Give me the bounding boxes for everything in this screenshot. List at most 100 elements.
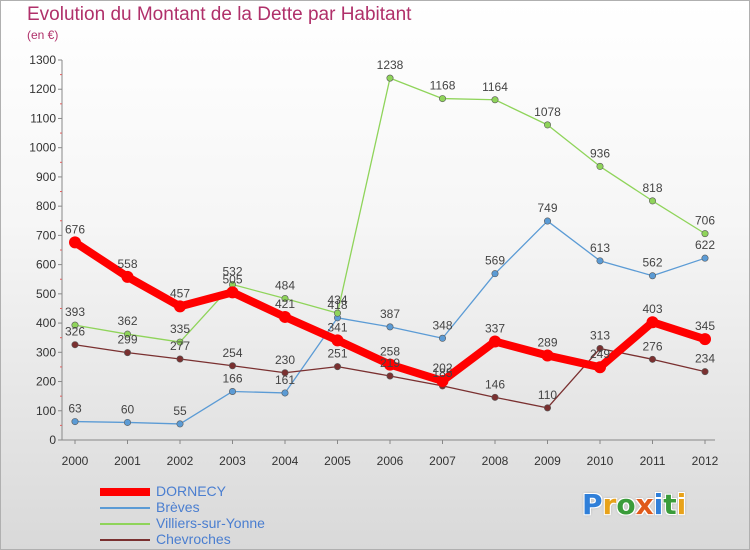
- data-label-villiers-sur-yonne: 532: [222, 264, 242, 278]
- x-tick-label: 2011: [640, 454, 666, 468]
- data-label-br-ves: 622: [695, 238, 715, 252]
- y-tick-label: 600: [36, 258, 56, 272]
- x-tick-label: 2009: [534, 454, 561, 468]
- data-label-chevroches: 110: [538, 388, 557, 402]
- data-point-dornecy: [384, 358, 396, 371]
- data-point-chevroches: [701, 368, 709, 376]
- data-label-dornecy: 202: [432, 361, 452, 375]
- data-label-dornecy: 289: [537, 336, 557, 350]
- data-label-dornecy: 345: [695, 319, 715, 333]
- data-point-dornecy: [541, 349, 554, 362]
- data-point-dornecy: [699, 333, 711, 346]
- data-label-dornecy: 457: [170, 286, 190, 300]
- data-point-dornecy: [174, 300, 186, 313]
- data-point-chevroches: [124, 349, 132, 357]
- data-point-dornecy: [594, 361, 606, 374]
- logo-letter: o: [616, 488, 636, 521]
- data-label-br-ves: 348: [432, 318, 452, 332]
- x-tick-label: 2000: [62, 454, 89, 468]
- data-label-dornecy: 558: [117, 257, 137, 271]
- data-point-villiers-sur-yonne: [176, 338, 184, 346]
- data-label-br-ves: 562: [642, 256, 662, 270]
- data-label-chevroches: 254: [222, 346, 242, 360]
- data-labels: 676 558 457 505 421 341 258 202 337 289 249 403 345 6…: [65, 58, 715, 418]
- data-label-chevroches: 146: [485, 377, 505, 391]
- legend-label: Villiers-sur-Yonne: [156, 515, 265, 531]
- x-tick-label: 2006: [377, 454, 404, 468]
- proxiti-logo: Proxiti: [582, 488, 686, 521]
- axes: 0 100 200 300 400 500 600 700 800 900 1000 1100 1200…: [29, 53, 718, 468]
- data-point-dornecy: [646, 316, 659, 329]
- data-label-br-ves: 161: [275, 373, 295, 387]
- data-point-br-ves: [438, 334, 446, 342]
- data-label-chevroches: 299: [117, 333, 137, 347]
- x-tick-label: 2004: [272, 454, 299, 468]
- data-label-villiers-sur-yonne: 362: [117, 314, 137, 328]
- data-point-br-ves: [176, 420, 184, 428]
- data-point-villiers-sur-yonne: [596, 162, 604, 170]
- data-point-chevroches: [281, 369, 289, 377]
- y-tick-label: 1100: [30, 111, 56, 125]
- data-label-villiers-sur-yonne: 393: [65, 305, 85, 319]
- data-label-chevroches: 277: [170, 339, 190, 353]
- data-label-dornecy: 341: [327, 320, 347, 334]
- logo-letter: t: [663, 488, 677, 521]
- data-point-chevroches: [543, 404, 551, 412]
- data-point-villiers-sur-yonne: [543, 121, 551, 129]
- data-label-chevroches: 313: [590, 329, 610, 343]
- legend-swatch: [100, 488, 150, 496]
- x-tick-label: 2007: [429, 454, 456, 468]
- logo-letter: i: [676, 488, 687, 521]
- data-point-chevroches: [229, 362, 237, 370]
- data-point-dornecy: [331, 334, 344, 347]
- x-tick-label: 2001: [114, 454, 141, 468]
- data-point-br-ves: [124, 418, 132, 426]
- data-label-br-ves: 387: [380, 307, 400, 321]
- data-point-br-ves: [491, 270, 499, 278]
- data-label-villiers-sur-yonne: 1238: [377, 58, 404, 72]
- data-label-chevroches: 219: [380, 356, 400, 370]
- logo-letter: i: [653, 488, 664, 521]
- data-label-dornecy: 403: [642, 302, 662, 316]
- data-point-chevroches: [491, 393, 499, 401]
- data-point-villiers-sur-yonne: [124, 330, 132, 338]
- data-point-villiers-sur-yonne: [386, 74, 394, 82]
- data-label-villiers-sur-yonne: 1078: [534, 105, 561, 119]
- data-label-chevroches: 326: [65, 325, 85, 339]
- y-tick-label: 200: [36, 375, 56, 389]
- data-label-br-ves: 569: [485, 254, 505, 268]
- data-label-villiers-sur-yonne: 818: [642, 181, 662, 195]
- data-label-dornecy: 337: [485, 321, 505, 335]
- data-label-dornecy: 421: [275, 297, 295, 311]
- data-label-br-ves: 418: [327, 298, 347, 312]
- data-point-chevroches: [71, 341, 79, 349]
- legend-label: Chevroches: [156, 531, 231, 547]
- data-point-dornecy: [226, 286, 239, 299]
- data-label-chevroches: 230: [275, 353, 295, 367]
- data-point-chevroches: [386, 372, 394, 380]
- data-point-br-ves: [229, 387, 237, 395]
- data-point-villiers-sur-yonne: [438, 95, 446, 103]
- data-point-villiers-sur-yonne: [71, 321, 79, 329]
- data-label-br-ves: 60: [121, 402, 135, 416]
- chart-subtitle: (en €): [27, 28, 59, 42]
- logo-letter: x: [635, 488, 654, 521]
- data-point-villiers-sur-yonne: [333, 309, 341, 317]
- y-tick-label: 300: [36, 345, 56, 359]
- data-point-chevroches: [333, 363, 341, 371]
- y-tick-label: 500: [36, 287, 56, 301]
- data-point-chevroches: [596, 345, 604, 353]
- y-tick-label: 800: [36, 199, 56, 213]
- x-tick-label: 2010: [587, 454, 614, 468]
- data-point-br-ves: [596, 257, 604, 265]
- data-label-villiers-sur-yonne: 706: [695, 214, 715, 228]
- legend-label: Brèves: [156, 499, 200, 515]
- data-label-villiers-sur-yonne: 434: [327, 293, 347, 307]
- data-label-villiers-sur-yonne: 484: [275, 279, 295, 293]
- x-tick-label: 2005: [324, 454, 351, 468]
- data-label-chevroches: 276: [642, 339, 662, 353]
- data-point-br-ves: [71, 418, 79, 426]
- data-point-br-ves: [281, 389, 289, 397]
- data-label-villiers-sur-yonne: 335: [170, 322, 190, 336]
- data-point-villiers-sur-yonne: [648, 197, 656, 205]
